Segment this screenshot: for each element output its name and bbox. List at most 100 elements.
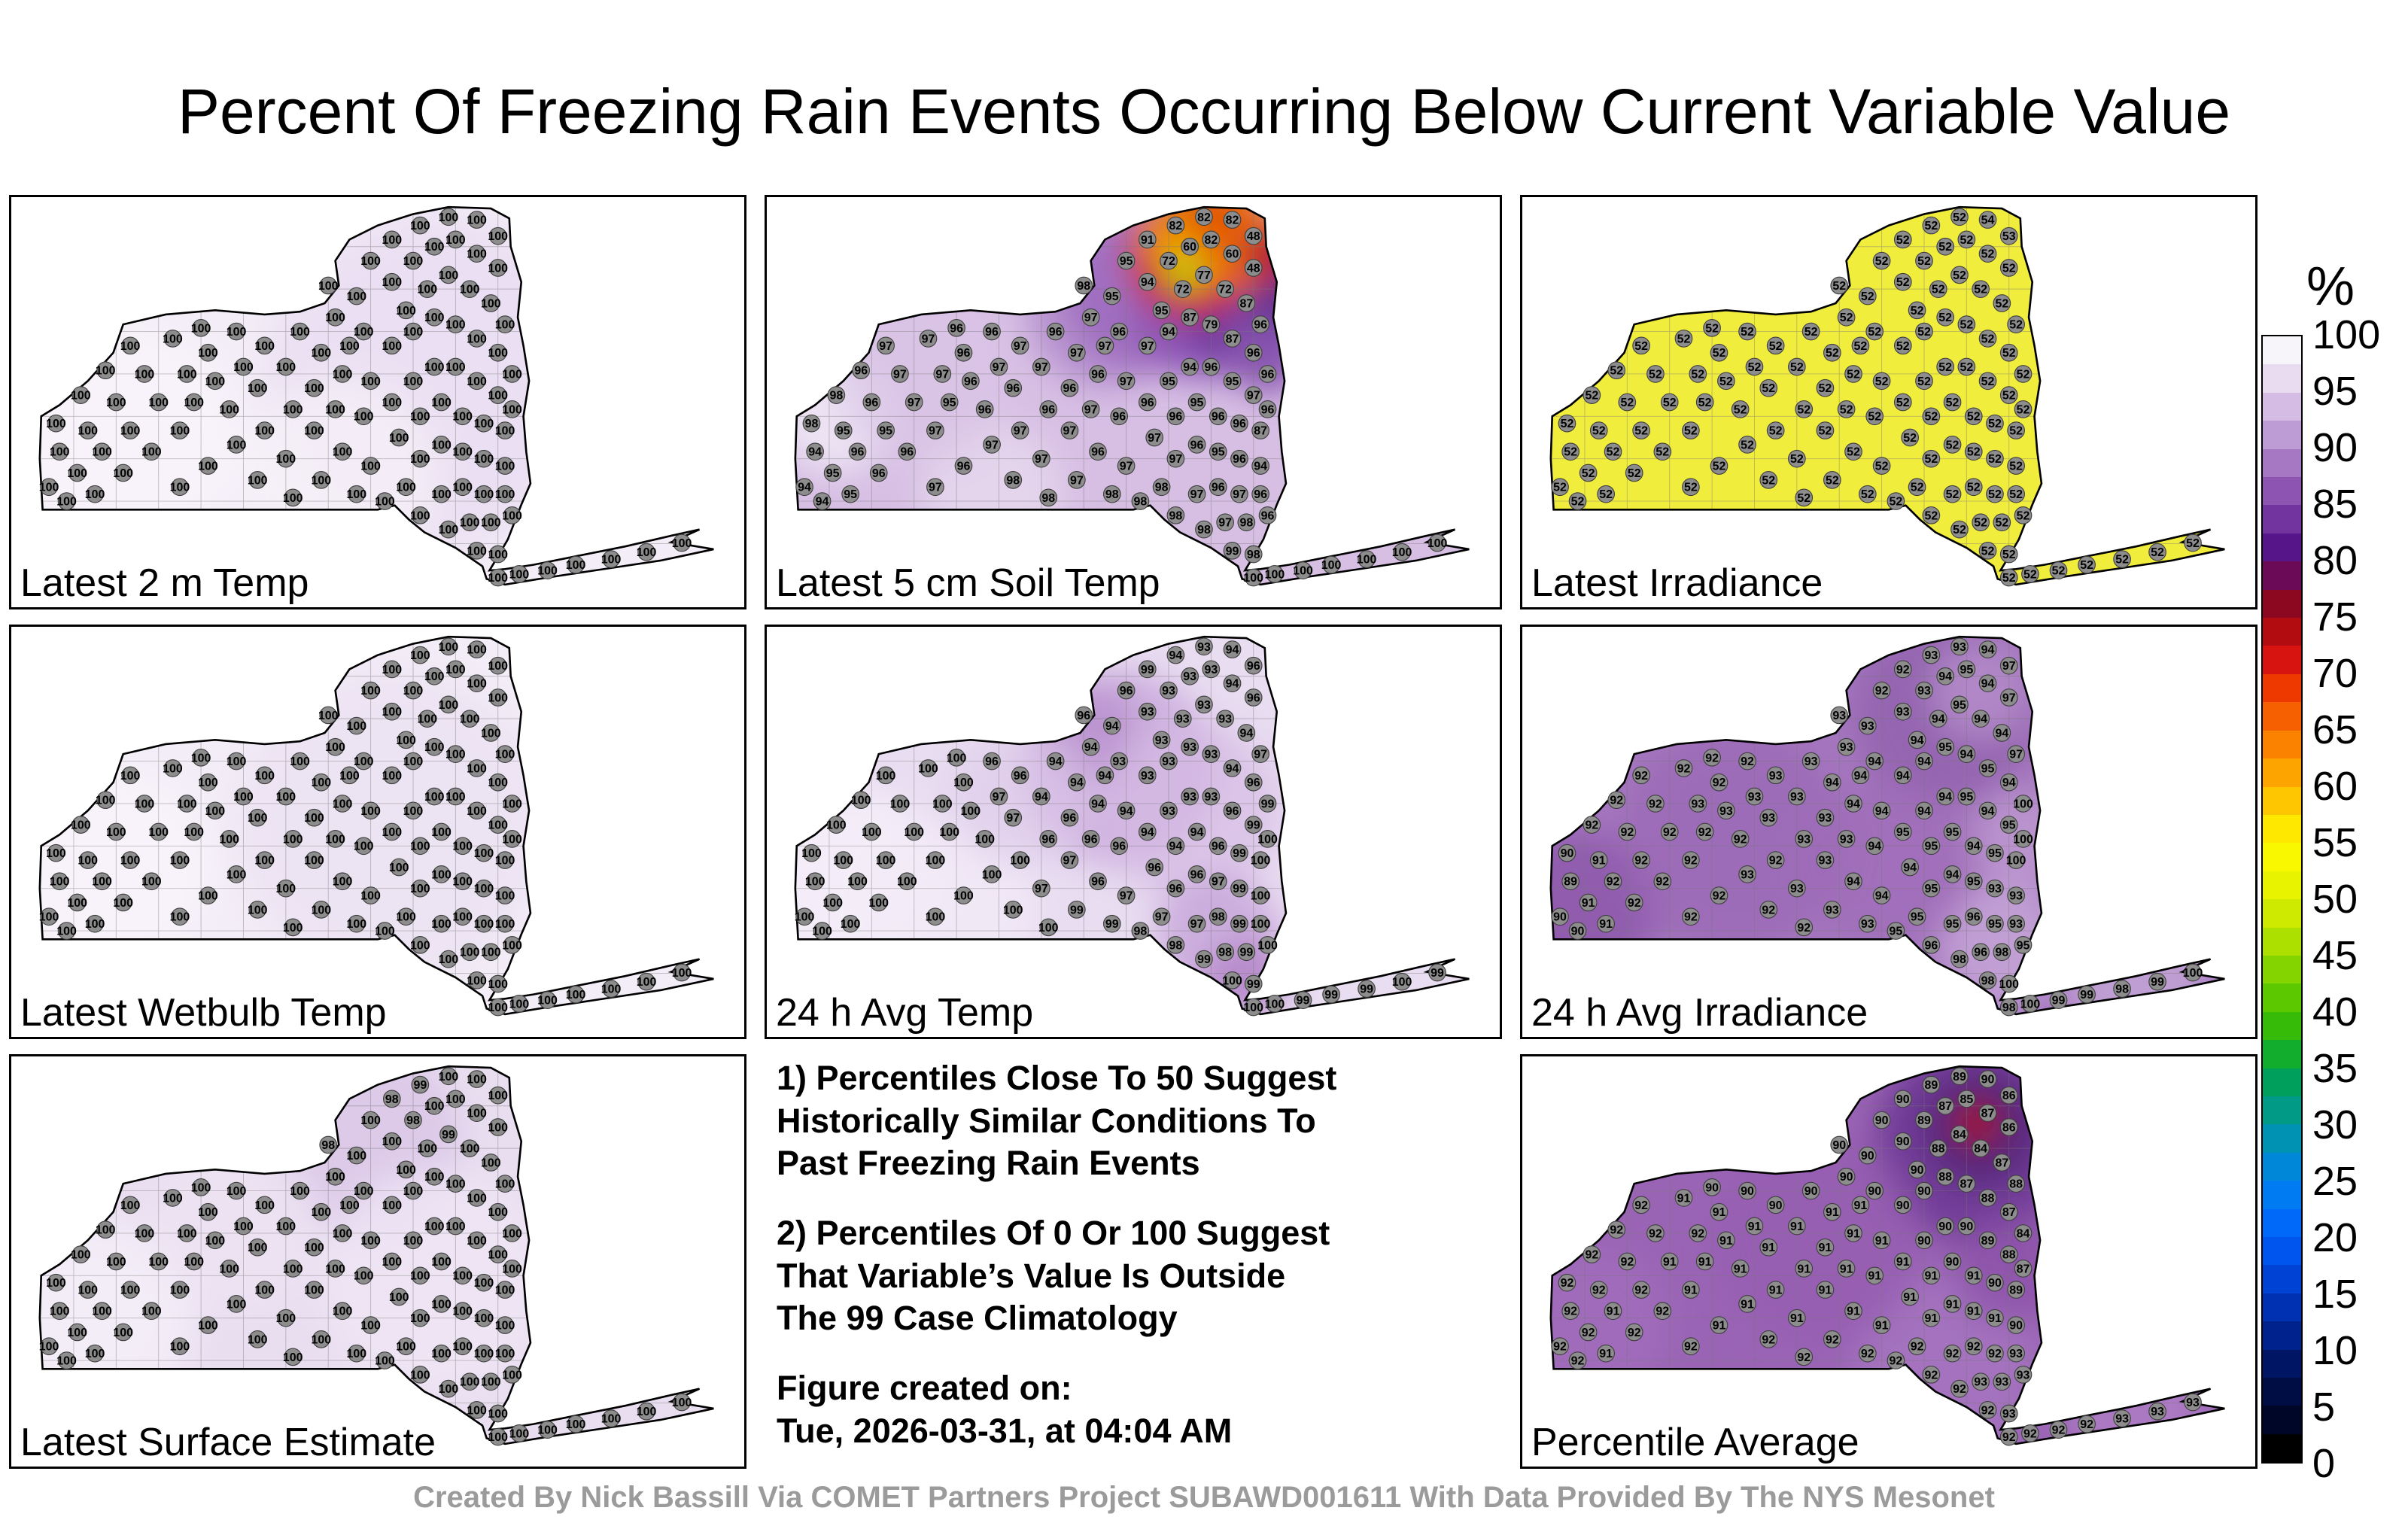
svg-text:96: 96: [1006, 382, 1020, 395]
station-marker: 97: [1138, 336, 1157, 355]
station-marker: 52: [1999, 386, 2018, 404]
station-marker: 100: [39, 478, 59, 497]
svg-text:52: 52: [2002, 347, 2016, 360]
svg-text:97: 97: [1148, 432, 1161, 445]
station-marker: 100: [431, 436, 451, 454]
station-marker: 52: [1999, 545, 2018, 564]
colorbar-tick-label: 60: [2312, 764, 2358, 809]
station-marker: 100: [163, 1189, 183, 1207]
svg-text:91: 91: [1748, 1220, 1762, 1233]
svg-text:100: 100: [862, 826, 882, 839]
svg-text:100: 100: [382, 276, 402, 289]
station-marker: 52: [1978, 541, 1997, 560]
station-marker: 91: [1816, 1238, 1835, 1257]
station-marker: 52: [1646, 365, 1665, 383]
station-marker: 100: [467, 759, 487, 777]
station-marker: 52: [1957, 315, 1976, 333]
svg-text:97: 97: [1254, 749, 1267, 761]
info-created-on: Figure created on: Tue, 2026-03-31, at 0…: [777, 1369, 1233, 1450]
svg-text:72: 72: [1218, 284, 1232, 296]
station-marker: 100: [495, 886, 515, 904]
station-marker: 98: [2113, 980, 2131, 998]
svg-text:100: 100: [248, 904, 268, 916]
station-marker: 94: [1844, 795, 1862, 813]
svg-text:92: 92: [1620, 826, 1634, 839]
svg-text:99: 99: [1247, 978, 1260, 991]
station-marker: 82: [1195, 208, 1213, 226]
station-marker: 100: [460, 710, 480, 728]
station-marker: 52: [2007, 457, 2025, 475]
station-marker: 100: [85, 1344, 105, 1363]
svg-text:99: 99: [442, 1129, 455, 1141]
station-marker: 100: [382, 230, 402, 249]
station-marker: 100: [311, 1202, 331, 1221]
svg-text:95: 95: [1911, 911, 1924, 924]
svg-text:98: 98: [805, 418, 819, 430]
svg-text:94: 94: [1826, 777, 1839, 789]
station-marker: 52: [1922, 506, 1941, 524]
station-marker: 94: [795, 478, 813, 497]
station-marker: 92: [1551, 1337, 1569, 1356]
svg-text:52: 52: [1684, 482, 1698, 494]
station-marker: 96: [1209, 407, 1227, 426]
station-marker: 94: [1978, 640, 1997, 658]
svg-text:92: 92: [1561, 1277, 1574, 1290]
station-marker: 100: [452, 837, 473, 856]
station-marker: 91: [1901, 1287, 1920, 1306]
svg-text:52: 52: [2017, 403, 2030, 416]
svg-text:52: 52: [1868, 411, 1881, 424]
svg-text:94: 94: [1995, 727, 2008, 740]
svg-text:93: 93: [1204, 664, 1218, 676]
svg-text:54: 54: [1981, 214, 1995, 227]
svg-text:94: 94: [1141, 826, 1154, 839]
svg-text:100: 100: [389, 432, 409, 445]
station-marker: 100: [481, 1372, 501, 1391]
colorbar-segment: [2263, 1349, 2301, 1378]
svg-text:100: 100: [410, 840, 430, 853]
svg-text:52: 52: [1988, 488, 2002, 501]
svg-text:98: 98: [1169, 509, 1182, 522]
svg-text:90: 90: [1769, 1199, 1783, 1212]
station-marker: 100: [184, 822, 204, 841]
station-marker: 100: [191, 1178, 211, 1196]
svg-text:97: 97: [993, 791, 1006, 804]
svg-text:100: 100: [495, 1178, 515, 1191]
colorbar-segment: [2263, 983, 2301, 1012]
station-marker: 100: [439, 208, 458, 226]
station-marker: 98: [1166, 936, 1185, 954]
svg-text:92: 92: [1988, 1348, 2002, 1360]
station-marker: 96: [1110, 407, 1129, 426]
station-marker: 100: [1251, 851, 1271, 869]
station-marker: 92: [1618, 822, 1637, 841]
svg-text:52: 52: [1713, 347, 1726, 360]
station-marker: 99: [1322, 985, 1340, 1004]
svg-text:90: 90: [1741, 1185, 1754, 1198]
svg-text:90: 90: [1571, 926, 1585, 938]
station-marker: 93: [1717, 801, 1735, 820]
svg-text:100: 100: [452, 840, 473, 853]
svg-text:100: 100: [495, 918, 515, 931]
station-marker: 100: [424, 737, 445, 756]
svg-text:52: 52: [1924, 509, 1938, 522]
svg-text:91: 91: [1903, 1291, 1917, 1304]
svg-text:52: 52: [1691, 368, 1704, 381]
svg-text:100: 100: [890, 798, 911, 810]
station-marker: 52: [1978, 330, 1997, 348]
station-marker: 92: [1625, 893, 1643, 912]
svg-text:94: 94: [1938, 791, 1952, 804]
station-marker: 90: [1551, 907, 1569, 926]
station-marker: 100: [403, 251, 423, 270]
station-marker: 100: [502, 400, 522, 418]
station-marker: 99: [1230, 914, 1248, 933]
station-marker: 52: [1703, 318, 1721, 337]
station-marker: 100: [410, 1309, 430, 1327]
svg-text:92: 92: [1762, 1333, 1775, 1346]
station-marker: 92: [1893, 660, 1912, 679]
svg-text:88: 88: [1938, 1171, 1952, 1184]
svg-text:100: 100: [205, 375, 226, 388]
svg-text:95: 95: [1938, 741, 1952, 754]
svg-text:91: 91: [1967, 1306, 1981, 1318]
station-marker: 91: [1795, 1260, 1814, 1278]
station-marker: 100: [219, 830, 239, 848]
station-marker: 92: [1887, 1351, 1905, 1369]
